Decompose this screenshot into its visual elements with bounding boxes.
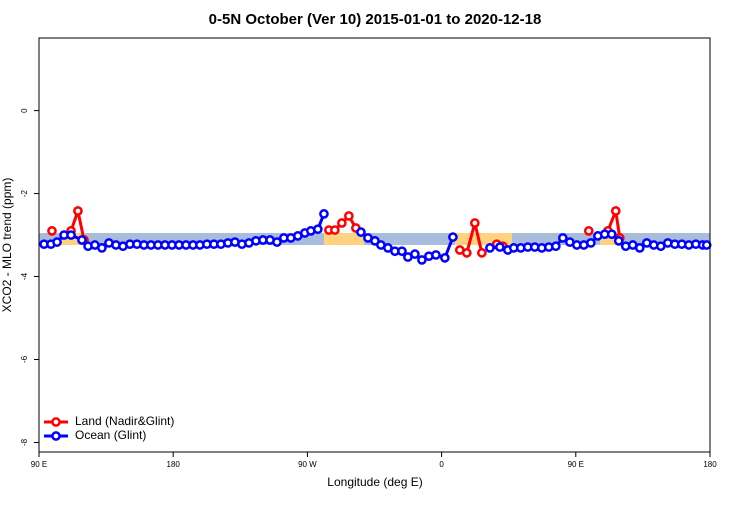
data-point	[73, 206, 83, 216]
x-tick-label: 180	[703, 460, 717, 469]
y-tick-label: -6	[20, 355, 29, 363]
data-point	[701, 240, 712, 250]
legend-marker	[51, 417, 61, 427]
data-point	[606, 229, 617, 240]
plot-frame	[38, 37, 711, 453]
data-point	[470, 218, 480, 228]
plot-area	[39, 205, 712, 265]
data-point	[417, 255, 427, 265]
data-point	[410, 249, 420, 259]
data-point	[586, 238, 596, 248]
legend-marker	[51, 431, 61, 441]
data-point	[397, 246, 407, 257]
y-tick-label: -4	[20, 272, 29, 280]
data-point	[47, 226, 57, 236]
data-point	[550, 241, 561, 252]
band	[324, 233, 364, 245]
legend-label: Ocean (Glint)	[75, 428, 146, 442]
data-point	[583, 226, 594, 236]
y-tick-label: -8	[20, 438, 29, 446]
x-tick-label: 90 E	[31, 460, 47, 469]
data-point	[495, 242, 505, 252]
chart-title: 0-5N October (Ver 10) 2015-01-01 to 2020…	[209, 11, 542, 28]
data-point	[610, 206, 621, 216]
data-point	[448, 232, 458, 242]
data-point	[97, 243, 107, 253]
data-point	[52, 237, 62, 247]
data-point	[356, 227, 366, 237]
legend-label: Land (Nadir&Glint)	[75, 414, 174, 428]
data-point	[319, 209, 329, 219]
data-point	[312, 224, 323, 235]
x-tick-label: 90 W	[298, 460, 317, 469]
data-point	[557, 233, 568, 243]
y-tick-label: 0	[20, 108, 29, 113]
y-axis-label: XCO2 - MLO trend (ppm)	[0, 178, 14, 313]
x-axis-label: Longitude (deg E)	[327, 475, 422, 489]
data-point	[634, 243, 645, 253]
data-point	[477, 248, 487, 258]
y-tick-label: -2	[20, 189, 29, 197]
data-point	[485, 243, 495, 253]
data-point	[77, 235, 87, 245]
x-tick-label: 0	[439, 460, 444, 469]
data-point	[329, 225, 340, 235]
data-point	[344, 211, 354, 221]
x-tick-label: 90 E	[568, 460, 584, 469]
data-point	[431, 250, 441, 260]
data-point	[613, 236, 624, 246]
data-point	[272, 237, 282, 247]
data-point	[461, 248, 472, 258]
data-point	[336, 218, 347, 228]
data-point	[440, 253, 450, 263]
data-point	[66, 230, 76, 240]
x-tick-label: 180	[167, 460, 181, 469]
